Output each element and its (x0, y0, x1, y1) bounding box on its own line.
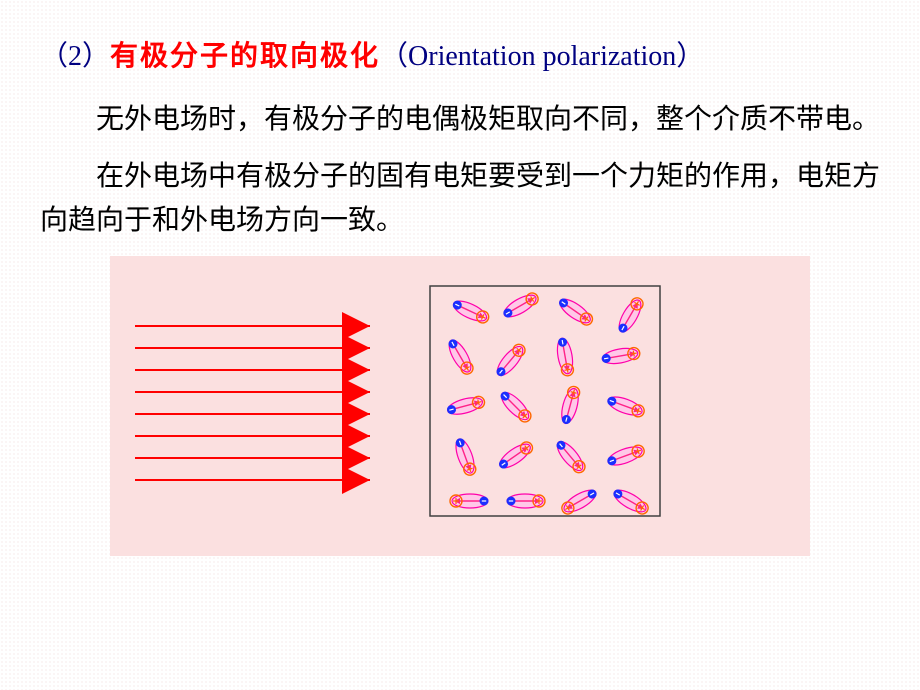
heading-paren-open: （ (380, 41, 408, 72)
heading-number: （2） (40, 41, 110, 72)
section-heading: （2）有极分子的取向极化（Orientation polarization） (40, 35, 880, 80)
polarization-diagram (110, 256, 810, 556)
diagram-container (40, 256, 880, 556)
heading-title-en: Orientation polarization (408, 41, 676, 72)
heading-paren-close: ） (676, 41, 704, 72)
paragraph-2: 在外电场中有极分子的固有电矩要受到一个力矩的作用，电矩方向趋向于和外电场方向一致… (40, 155, 880, 242)
slide-page: （2）有极分子的取向极化（Orientation polarization） 无… (0, 0, 920, 690)
paragraph-1: 无外电场时，有极分子的电偶极矩取向不同，整个介质不带电。 (40, 98, 880, 141)
heading-title-zh: 有极分子的取向极化 (110, 41, 380, 72)
